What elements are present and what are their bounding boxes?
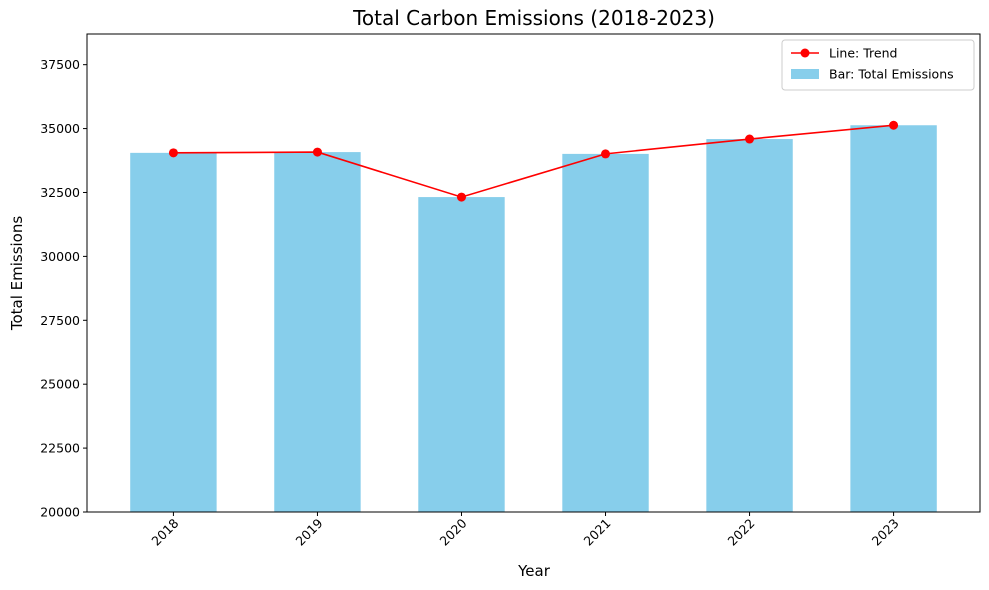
plot-frame <box>86 33 981 513</box>
y-axis-title: Total Emissions <box>8 216 26 332</box>
y-tick-label: 32500 <box>40 185 80 200</box>
trend-point <box>456 192 466 202</box>
y-tick-label: 27500 <box>40 313 80 328</box>
legend-box <box>781 39 975 91</box>
chart-title: Total Carbon Emissions (2018-2023) <box>352 6 715 30</box>
y-tick-label: 25000 <box>40 377 80 392</box>
bar <box>562 153 649 512</box>
legend-marker-swatch <box>800 48 810 58</box>
legend: Line: Trend Bar: Total Emissions <box>781 39 975 91</box>
bar <box>706 139 793 513</box>
legend-bar-swatch <box>791 69 819 79</box>
trend-point <box>889 120 899 130</box>
bar <box>274 152 361 512</box>
bar-series <box>130 125 937 513</box>
trend-point <box>601 149 611 159</box>
y-tick-label: 20000 <box>40 505 80 520</box>
trend-line <box>173 124 894 198</box>
line-series <box>168 120 899 202</box>
legend-label-line: Line: Trend <box>829 46 897 61</box>
y-tick-label: 22500 <box>40 441 80 456</box>
x-axis-title: Year <box>517 562 551 580</box>
y-tick-label: 35000 <box>40 121 80 136</box>
legend-label-bar: Bar: Total Emissions <box>829 67 954 82</box>
bar <box>418 197 505 513</box>
y-tick-label: 30000 <box>40 249 80 264</box>
bar <box>130 152 217 512</box>
trend-point <box>745 134 755 144</box>
bar <box>850 125 937 512</box>
trend-point <box>312 147 322 157</box>
y-tick-label: 37500 <box>40 57 80 72</box>
y-axis: 20000 22500 25000 27500 30000 32500 35000 37500 <box>40 57 87 520</box>
trend-point <box>168 148 178 158</box>
